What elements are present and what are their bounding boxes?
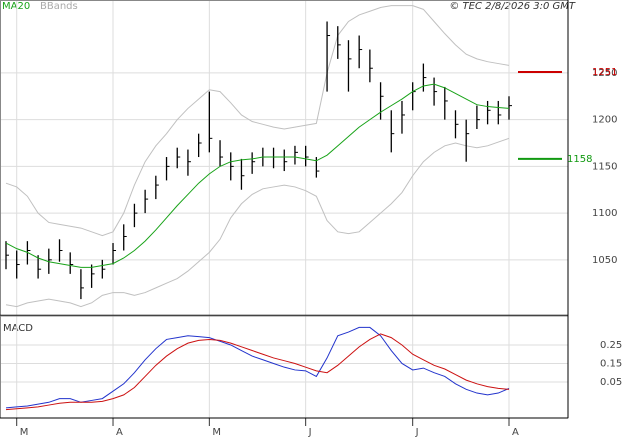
macd-title: MACD: [3, 323, 33, 334]
legend-bbands: BBands: [40, 1, 78, 12]
level-label: 1251: [592, 67, 617, 78]
y-tick-label: 1200: [592, 115, 617, 126]
ma20-line: [5, 83, 510, 268]
macd-line: [5, 333, 510, 411]
level-label: 1158: [567, 154, 592, 165]
y-tick-label: 1150: [592, 161, 617, 172]
x-tick-label: A: [116, 427, 123, 438]
source: © TEC 2/8/2026 3:0 GMT: [449, 1, 576, 12]
y-tick-label: 0.05: [600, 377, 622, 388]
x-tick-label: A: [512, 427, 519, 438]
bband-lower: [5, 137, 510, 308]
y-tick-label: 0.25: [600, 340, 622, 351]
y-tick-label: 0.15: [600, 358, 622, 369]
y-tick-label: 1100: [592, 208, 617, 219]
x-tick-label: M: [20, 427, 29, 438]
legend-ma: MA20: [2, 1, 30, 12]
y-tick-label: 1250: [592, 68, 617, 79]
x-tick-label: J: [308, 427, 312, 438]
x-tick-label: J: [415, 427, 419, 438]
macd-line: [5, 326, 510, 409]
bband-upper: [5, 5, 510, 237]
y-tick-label: 1050: [592, 255, 617, 266]
x-tick-label: M: [212, 427, 221, 438]
